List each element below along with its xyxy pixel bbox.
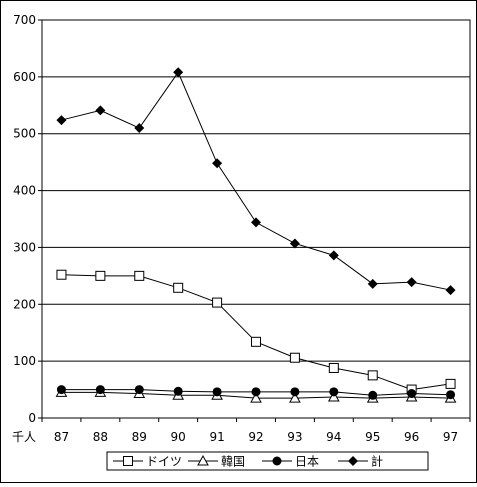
- x-tick-label: 94: [326, 430, 341, 444]
- data-point: [289, 392, 301, 403]
- y-tick-label: 100: [13, 354, 36, 368]
- data-point: [173, 67, 184, 78]
- data-point: [290, 387, 300, 397]
- series-3: [56, 385, 456, 400]
- data-point: [212, 297, 223, 308]
- legend: ドイツ 韓国 日本 計: [113, 454, 383, 469]
- x-tick-label: 93: [287, 430, 302, 444]
- data-point: [56, 385, 66, 395]
- x-tick-label: 91: [209, 430, 224, 444]
- data-point: [367, 278, 378, 289]
- legend-item: 計: [338, 454, 383, 469]
- data-point: [406, 277, 417, 288]
- legend-item: ドイツ: [113, 455, 182, 469]
- y-tick-label: 200: [13, 297, 36, 311]
- legend-marker: [272, 456, 282, 466]
- data-point: [134, 385, 144, 395]
- data-point: [289, 238, 300, 249]
- data-point: [95, 105, 106, 116]
- data-point: [251, 387, 261, 397]
- data-point: [289, 352, 300, 363]
- data-point: [56, 115, 67, 126]
- legend-marker: [348, 456, 358, 466]
- data-point: [367, 370, 378, 381]
- legend-label: 韓国: [221, 455, 245, 469]
- data-point: [251, 336, 261, 347]
- x-tick-label: 96: [404, 430, 419, 444]
- data-point: [134, 123, 145, 134]
- x-tick-label: 88: [93, 430, 108, 444]
- data-point: [329, 387, 339, 397]
- data-point: [445, 378, 456, 389]
- y-tick-label: 500: [13, 127, 36, 141]
- legend-marker: [123, 456, 133, 466]
- x-tick-label: 92: [248, 430, 263, 444]
- data-point: [173, 282, 184, 293]
- data-point: [173, 386, 183, 396]
- series-4: [56, 67, 456, 296]
- data-point: [328, 250, 339, 261]
- data-point: [328, 362, 339, 373]
- x-tick-label: 95: [365, 430, 380, 444]
- legend-label: 日本: [295, 455, 319, 469]
- y-tick-label: 0: [28, 411, 36, 425]
- x-tick-label: 97: [443, 430, 458, 444]
- series-layer: [55, 67, 457, 403]
- data-point: [212, 387, 222, 397]
- x-tick-label: 89: [132, 430, 147, 444]
- legend-label: 計: [371, 454, 383, 469]
- y-tick-label: 600: [13, 70, 36, 84]
- x-tick-label: 90: [171, 430, 186, 444]
- data-point: [95, 270, 106, 281]
- data-point: [250, 392, 262, 403]
- data-point: [134, 270, 145, 281]
- legend-label: ドイツ: [146, 455, 182, 469]
- x-tick-label: 87: [54, 430, 69, 444]
- data-point: [212, 158, 223, 169]
- data-point: [56, 269, 67, 280]
- data-point: [407, 389, 417, 399]
- plot-frame: [41, 19, 471, 419]
- data-point: [95, 385, 105, 395]
- data-point: [445, 285, 456, 296]
- legend-marker: [197, 454, 209, 466]
- y-tick-label: 300: [13, 240, 36, 254]
- data-point: [368, 390, 378, 400]
- y-tick-label: 400: [13, 184, 36, 198]
- data-point: [327, 390, 340, 402]
- unit-label: 千人: [12, 430, 36, 444]
- legend-item: 日本: [262, 455, 319, 469]
- x-axis-ticks: 87 88 89 90 91 92 93 94 95 96 97: [41, 418, 471, 444]
- data-point: [446, 390, 456, 400]
- gridlines: [42, 76, 470, 362]
- data-point: [251, 217, 261, 228]
- y-tick-label: 700: [13, 13, 36, 27]
- y-axis-ticks: 0 100 200 300 400 500 600 700: [13, 13, 42, 425]
- legend-item: 韓国: [188, 455, 245, 469]
